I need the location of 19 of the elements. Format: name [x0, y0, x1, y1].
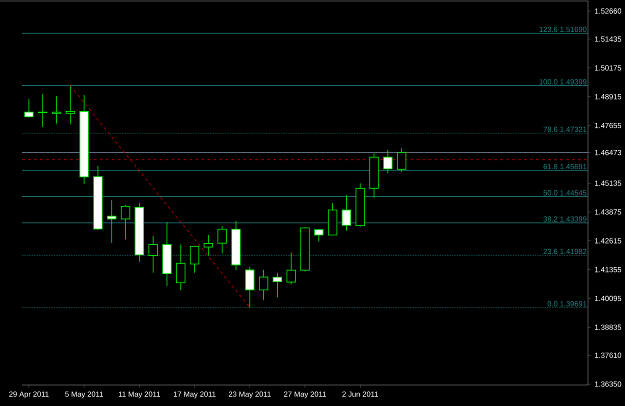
- candlestick: [148, 235, 158, 274]
- candlestick: [24, 98, 34, 118]
- candlestick: [66, 85, 75, 125]
- candlestick: [204, 234, 214, 256]
- candlestick: [52, 96, 62, 124]
- candlestick: [314, 228, 324, 242]
- candlestick: [176, 244, 186, 291]
- candlestick: [38, 93, 48, 128]
- candlestick: [107, 200, 116, 244]
- candlestick: [245, 266, 254, 308]
- candlestick: [342, 194, 352, 232]
- candlestick: [383, 149, 393, 174]
- candlestick: [272, 272, 282, 298]
- candlestick: [286, 252, 296, 285]
- candlestick: [258, 270, 268, 300]
- candlestick: [190, 245, 200, 274]
- candlestick: [396, 148, 406, 172]
- candlestick: [217, 226, 227, 254]
- candlestick: [120, 204, 130, 240]
